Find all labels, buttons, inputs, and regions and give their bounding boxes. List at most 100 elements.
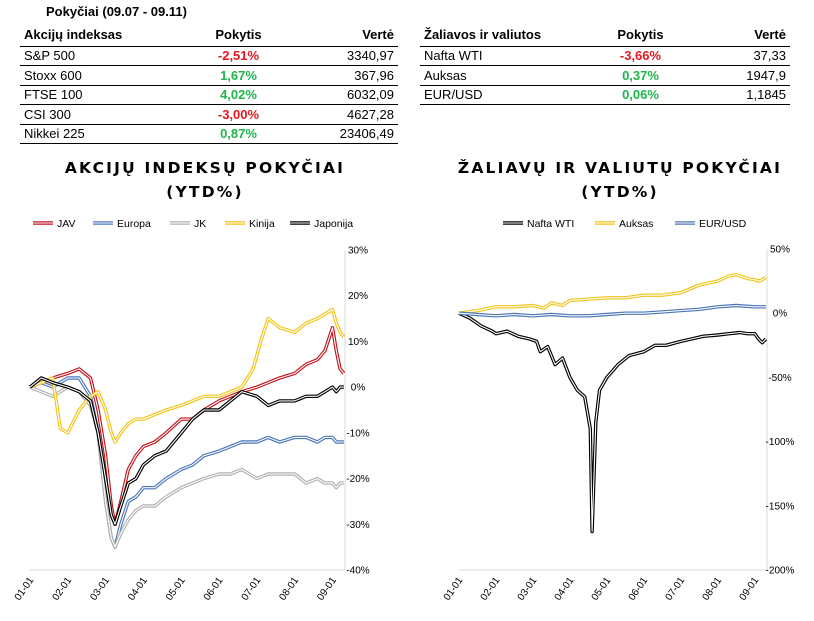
commodity-y-tick-label: 50% bbox=[770, 245, 790, 256]
equity-y-tick-label: -40% bbox=[346, 566, 369, 577]
equity-x-tick-label: 02-01 bbox=[51, 575, 75, 603]
index-value: 367,96 bbox=[287, 65, 398, 86]
commodity-x-tick-label: 09-01 bbox=[738, 575, 762, 603]
table-row: FTSE 100 4,02% 6032,09 bbox=[20, 85, 398, 105]
commodity-x-tick-label: 08-01 bbox=[701, 575, 725, 603]
commodities-header-row: Žaliavos ir valiutos Pokytis Vertė bbox=[420, 24, 790, 47]
equity-x-tick-label: 05-01 bbox=[164, 575, 188, 603]
commodity-series-nafta-wti-line bbox=[458, 311, 768, 534]
commodity-x-tick-label: 01-01 bbox=[442, 575, 466, 603]
indices-header-name: Akcijų indeksas bbox=[20, 24, 190, 47]
equity-y-tick-label: -20% bbox=[346, 474, 369, 485]
equity-chart-title: AKCIJŲ INDEKSŲ POKYČIAI (YTD%) bbox=[30, 156, 380, 204]
commodity-series-auksas-inner bbox=[458, 274, 767, 314]
equity-chart: 30% 20% 10% 0% -10% -20% -30% -40% 01-01 02-01 03-… bbox=[13, 218, 370, 603]
equity-x-tick-label: 03-01 bbox=[88, 575, 112, 603]
indices-header-value: Vertė bbox=[287, 24, 398, 47]
commodity-name: Auksas bbox=[420, 65, 592, 86]
equity-y-tick-label: 20% bbox=[348, 291, 368, 302]
commodities-header-value: Vertė bbox=[689, 24, 790, 47]
commodity-chart-title-line: ŽALIAVŲ IR VALIUTŲ POKYČIAI bbox=[457, 159, 783, 177]
commodity-y-tick-label: -100% bbox=[766, 437, 795, 448]
commodity-x-tick-label: 02-01 bbox=[479, 575, 503, 603]
equity-x-tick-label: 09-01 bbox=[315, 575, 339, 603]
commodity-legend-label: EUR/USD bbox=[699, 218, 747, 230]
commodity-chart-title: ŽALIAVŲ IR VALIUTŲ POKYČIAI (YTD%) bbox=[440, 156, 800, 204]
equity-y-tick-label: 0% bbox=[351, 383, 366, 394]
indices-table: Akcijų indeksas Pokytis Vertė S&P 500 -2… bbox=[20, 24, 398, 144]
index-name: S&P 500 bbox=[20, 46, 190, 66]
commodities-header-change: Pokytis bbox=[592, 24, 689, 47]
equity-x-tick-label: 01-01 bbox=[13, 575, 37, 603]
index-change: 0,87% bbox=[190, 124, 287, 144]
index-name: FTSE 100 bbox=[20, 85, 190, 105]
table-row: S&P 500 -2,51% 3340,97 bbox=[20, 46, 398, 66]
commodity-chart: 50% 0% -50% -100% -150% -200% 01-01 02-01 03-01 0… bbox=[442, 218, 795, 603]
equity-x-tick-label: 06-01 bbox=[202, 575, 226, 603]
commodity-x-tick-label: 04-01 bbox=[553, 575, 577, 603]
commodity-x-tick-label: 03-01 bbox=[516, 575, 540, 603]
index-change: 4,02% bbox=[190, 85, 287, 105]
commodity-series-eur-usd-inner bbox=[458, 304, 766, 317]
equity-x-tick-label: 04-01 bbox=[126, 575, 150, 603]
equity-series-jav-inner bbox=[29, 327, 345, 525]
equity-series-kinija-inner bbox=[29, 308, 345, 443]
commodity-value: 1947,9 bbox=[689, 65, 790, 86]
commodity-name: Nafta WTI bbox=[420, 46, 592, 66]
index-change: -2,51% bbox=[190, 46, 287, 66]
index-name: CSI 300 bbox=[20, 104, 190, 125]
equity-legend-label: JK bbox=[194, 218, 206, 230]
equity-series-japonija-inner bbox=[29, 377, 344, 525]
index-name: Stoxx 600 bbox=[20, 65, 190, 86]
commodity-y-tick-label: 0% bbox=[773, 309, 788, 320]
commodities-header-name: Žaliavos ir valiutos bbox=[420, 24, 592, 47]
commodity-name: EUR/USD bbox=[420, 85, 592, 105]
commodity-y-tick-label: -150% bbox=[766, 501, 795, 512]
equity-y-tick-label: 30% bbox=[348, 246, 368, 257]
table-row: Auksas 0,37% 1947,9 bbox=[420, 65, 790, 86]
index-name: Nikkei 225 bbox=[20, 124, 190, 144]
table-row: Stoxx 600 1,67% 367,96 bbox=[20, 65, 398, 86]
index-value: 6032,09 bbox=[287, 85, 398, 105]
index-value: 4627,28 bbox=[287, 104, 398, 125]
commodity-change: 0,37% bbox=[592, 65, 689, 86]
index-value: 23406,49 bbox=[287, 124, 398, 144]
equity-legend-label: Kinija bbox=[249, 218, 275, 230]
commodity-series-nafta-wti-inner bbox=[458, 312, 767, 533]
commodity-legend-label: Auksas bbox=[619, 218, 653, 230]
table-row: EUR/USD 0,06% 1,1845 bbox=[420, 85, 790, 105]
index-change: -3,00% bbox=[190, 104, 287, 125]
equity-x-tick-label: 08-01 bbox=[277, 575, 301, 603]
commodity-value: 37,33 bbox=[689, 46, 790, 66]
commodity-chart-subtitle: (YTD%) bbox=[581, 183, 659, 201]
commodity-legend-label: Nafta WTI bbox=[527, 218, 574, 230]
table-row: Nafta WTI -3,66% 37,33 bbox=[420, 46, 790, 66]
commodity-y-tick-label: -50% bbox=[768, 373, 791, 384]
equity-legend-label: JAV bbox=[57, 218, 75, 230]
indices-header-row: Akcijų indeksas Pokytis Vertė bbox=[20, 24, 398, 47]
commodity-value: 1,1845 bbox=[689, 85, 790, 105]
week-title: Pokyčiai (09.07 - 09.11) bbox=[46, 4, 187, 19]
table-row: Nikkei 225 0,87% 23406,49 bbox=[20, 124, 398, 144]
equity-legend-label: Europa bbox=[117, 218, 151, 230]
equity-chart-title-line: AKCIJŲ INDEKSŲ POKYČIAI bbox=[64, 159, 346, 177]
equity-legend-label: Japonija bbox=[314, 218, 353, 230]
index-change: 1,67% bbox=[190, 65, 287, 86]
commodity-y-tick-label: -200% bbox=[766, 566, 795, 577]
commodity-x-tick-label: 06-01 bbox=[627, 575, 651, 603]
equity-series-kinija-line bbox=[29, 307, 346, 444]
equity-y-tick-label: -30% bbox=[346, 520, 369, 531]
commodity-change: 0,06% bbox=[592, 85, 689, 105]
indices-header-change: Pokytis bbox=[190, 24, 287, 47]
equity-y-tick-label: -10% bbox=[346, 428, 369, 439]
commodity-x-tick-label: 05-01 bbox=[590, 575, 614, 603]
commodity-x-tick-label: 07-01 bbox=[664, 575, 688, 603]
equity-chart-subtitle: (YTD%) bbox=[166, 183, 244, 201]
table-row: CSI 300 -3,00% 4627,28 bbox=[20, 104, 398, 125]
equity-x-tick-label: 07-01 bbox=[240, 575, 264, 603]
commodity-change: -3,66% bbox=[592, 46, 689, 66]
index-value: 3340,97 bbox=[287, 46, 398, 66]
equity-y-tick-label: 10% bbox=[348, 337, 368, 348]
commodities-table: Žaliavos ir valiutos Pokytis Vertė Nafta… bbox=[420, 24, 790, 105]
